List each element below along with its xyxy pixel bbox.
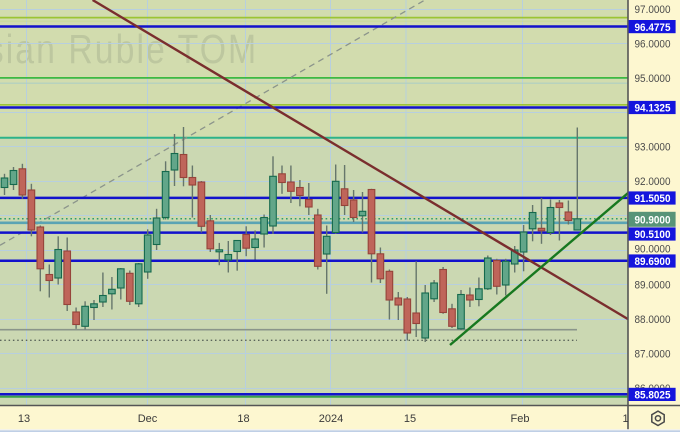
svg-text:96.0000: 96.0000 bbox=[635, 38, 671, 50]
svg-text:13: 13 bbox=[18, 413, 30, 425]
svg-text:92.0000: 92.0000 bbox=[635, 176, 671, 188]
svg-text:Feb: Feb bbox=[511, 413, 530, 425]
svg-text:93.0000: 93.0000 bbox=[635, 142, 671, 154]
svg-text:18: 18 bbox=[237, 413, 249, 425]
svg-text:96.4775: 96.4775 bbox=[635, 22, 671, 34]
svg-text:1: 1 bbox=[622, 413, 628, 425]
svg-text:90.9000: 90.9000 bbox=[635, 215, 671, 227]
svg-text:91.5050: 91.5050 bbox=[635, 193, 671, 205]
svg-text:97.0000: 97.0000 bbox=[635, 4, 671, 16]
svg-text:94.1325: 94.1325 bbox=[635, 103, 671, 115]
svg-text:Dec: Dec bbox=[138, 413, 158, 425]
svg-text:89.6900: 89.6900 bbox=[635, 256, 671, 268]
svg-text:Russian Ruble TOM: Russian Ruble TOM bbox=[0, 26, 258, 72]
svg-text:89.0000: 89.0000 bbox=[635, 280, 671, 292]
svg-text:87.0000: 87.0000 bbox=[635, 348, 671, 360]
svg-text:90.0000: 90.0000 bbox=[635, 244, 671, 256]
svg-text:88.0000: 88.0000 bbox=[635, 314, 671, 326]
svg-text:90.5100: 90.5100 bbox=[635, 229, 671, 241]
svg-text:85.8025: 85.8025 bbox=[635, 390, 671, 402]
svg-text:95.0000: 95.0000 bbox=[635, 73, 671, 85]
svg-text:2024: 2024 bbox=[319, 413, 343, 425]
svg-text:15: 15 bbox=[404, 413, 416, 425]
